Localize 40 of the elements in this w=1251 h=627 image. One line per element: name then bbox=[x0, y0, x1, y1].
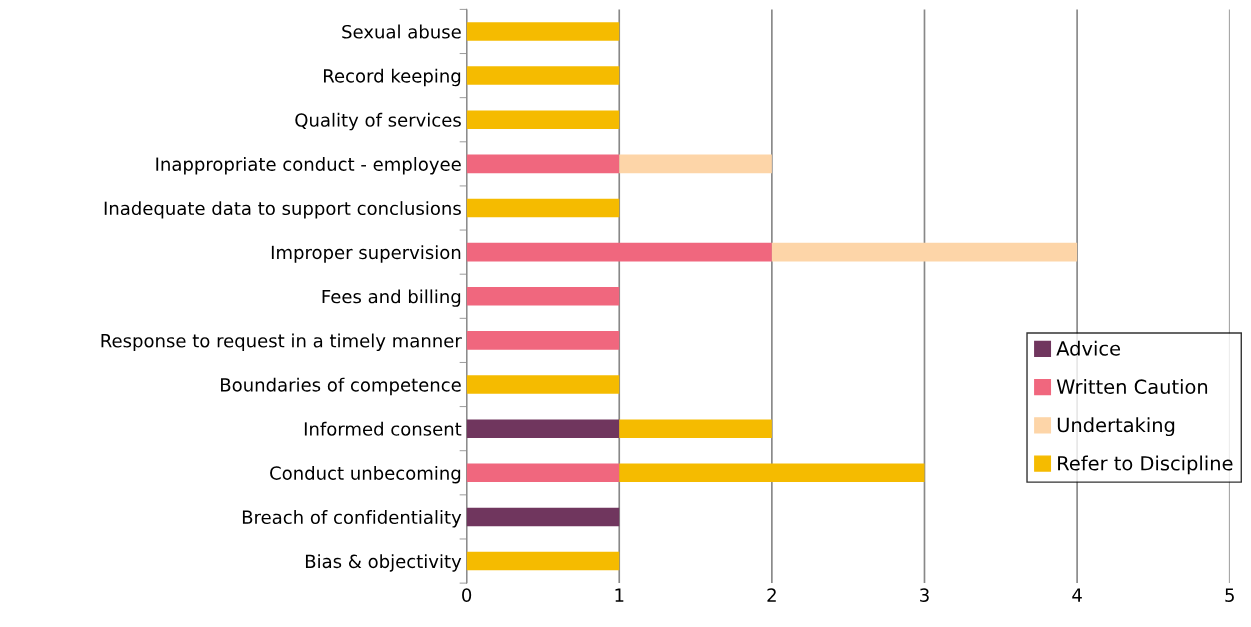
bar bbox=[466, 242, 772, 262]
bar bbox=[619, 154, 772, 174]
y-tick-label: Inadequate data to support conclusions bbox=[104, 201, 461, 219]
x-tick-label: 0 bbox=[462, 588, 472, 602]
legend-label: Refer to Discipline bbox=[1058, 455, 1233, 475]
x-tick-label: 3 bbox=[920, 588, 929, 602]
y-tick-label: Response to request in a timely manner bbox=[101, 333, 462, 351]
bar bbox=[771, 242, 1078, 262]
y-tick-label: Improper supervision bbox=[271, 245, 461, 263]
bar bbox=[466, 110, 620, 129]
y-tick-label: Conduct unbecoming bbox=[270, 465, 461, 484]
x-tick-label: 1 bbox=[615, 588, 624, 602]
bar bbox=[466, 66, 620, 85]
bar bbox=[466, 375, 620, 394]
y-tick-label: Quality of services bbox=[295, 112, 461, 131]
bar bbox=[466, 419, 620, 438]
bar bbox=[466, 551, 620, 571]
legend-label: Written Caution bbox=[1056, 379, 1208, 395]
bar bbox=[466, 463, 620, 483]
y-tick-label: Boundaries of competence bbox=[221, 377, 461, 396]
bar bbox=[466, 331, 620, 350]
y-tick-label: Sexual abuse bbox=[342, 24, 461, 39]
bar bbox=[466, 154, 620, 174]
y-tick-label: Bias & objectivity bbox=[305, 554, 462, 572]
x-tick-label: 5 bbox=[1225, 588, 1234, 602]
y-tick-label: Informed consent bbox=[304, 421, 462, 436]
legend-label: Undertaking bbox=[1057, 417, 1175, 437]
bar bbox=[619, 419, 772, 438]
bar bbox=[466, 198, 620, 218]
legend-label: Advice bbox=[1056, 340, 1121, 356]
y-tick-label: Fees and billing bbox=[322, 289, 461, 307]
y-tick-label: Breach of confidentiality bbox=[242, 510, 462, 528]
x-tick-label: 4 bbox=[1072, 588, 1082, 602]
bar bbox=[466, 286, 620, 306]
y-tick-label: Record keeping bbox=[324, 68, 461, 87]
bar bbox=[466, 507, 620, 527]
bar bbox=[619, 463, 925, 483]
bar bbox=[466, 22, 620, 41]
y-tick-label: Inappropriate conduct - employee bbox=[156, 157, 461, 175]
x-tick-label: 2 bbox=[767, 588, 776, 602]
